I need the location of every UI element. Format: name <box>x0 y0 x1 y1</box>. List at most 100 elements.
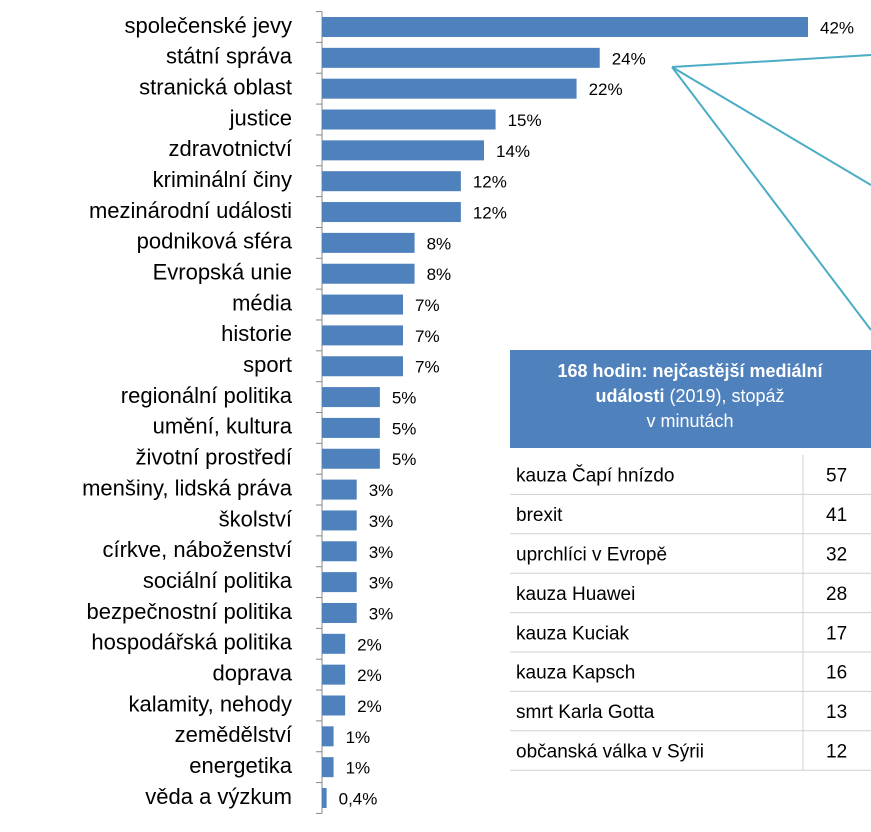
category-label: zdravotnictví <box>169 136 293 161</box>
category-label: justice <box>229 105 292 130</box>
bar <box>322 417 380 438</box>
bar <box>322 325 403 346</box>
value-label: 5% <box>392 389 417 408</box>
table-title-rest: v minutách <box>646 411 733 431</box>
value-label: 5% <box>392 450 417 469</box>
bar <box>322 202 461 223</box>
table-title-bold: události <box>595 386 664 406</box>
value-label: 3% <box>369 604 394 623</box>
value-label: 7% <box>415 327 440 346</box>
value-label: 3% <box>369 543 394 562</box>
table-cell: kauza Kuciak <box>516 623 630 644</box>
category-label: společenské jevy <box>124 13 292 38</box>
category-label: historie <box>221 321 292 346</box>
value-label: 12% <box>473 204 507 223</box>
table-cell: 41 <box>826 505 847 526</box>
value-label: 7% <box>415 358 440 377</box>
category-label: kalamity, nehody <box>129 691 292 716</box>
category-label: menšiny, lidská práva <box>82 475 293 500</box>
table-title-rest: (2019), stopáž <box>664 386 784 406</box>
value-label: 1% <box>346 728 371 747</box>
category-label: školství <box>219 506 292 531</box>
value-label: 3% <box>369 512 394 531</box>
connector-line <box>671 66 871 331</box>
bar <box>322 510 357 531</box>
bar <box>322 664 346 685</box>
bar <box>322 294 403 315</box>
connector-line <box>671 54 871 68</box>
category-label: energetika <box>189 753 293 778</box>
category-label: doprava <box>212 660 292 685</box>
category-label: životní prostředí <box>135 445 292 470</box>
bar <box>322 448 380 469</box>
value-label: 0,4% <box>339 789 378 808</box>
category-label: církve, náboženství <box>102 537 292 562</box>
bar <box>322 726 334 747</box>
value-label: 15% <box>508 111 542 130</box>
table-cell: kauza Huawei <box>516 584 635 605</box>
category-label: stranická oblast <box>139 74 292 99</box>
category-label: zemědělství <box>175 722 292 747</box>
category-label: umění, kultura <box>153 414 293 439</box>
bar <box>322 788 327 808</box>
bar <box>322 171 461 192</box>
value-label: 24% <box>612 49 646 68</box>
value-label: 5% <box>392 419 417 438</box>
bar <box>322 695 346 716</box>
value-label: 2% <box>357 635 382 654</box>
table-cell: 28 <box>826 584 847 605</box>
category-label: hospodářská politika <box>91 630 292 655</box>
connector-line <box>671 66 871 186</box>
value-label: 42% <box>820 18 854 37</box>
table-header <box>510 350 871 448</box>
value-label: 2% <box>357 697 382 716</box>
table-cell: 13 <box>826 702 847 723</box>
value-label: 1% <box>346 759 371 778</box>
table-cell: kauza Kapsch <box>516 663 635 684</box>
table-cell: 16 <box>826 663 847 684</box>
category-label: média <box>232 290 293 315</box>
bar <box>322 17 808 37</box>
value-label: 3% <box>369 574 394 593</box>
table-cell: 32 <box>826 545 847 566</box>
value-label: 2% <box>357 666 382 685</box>
value-label: 12% <box>473 173 507 192</box>
bar <box>322 633 346 654</box>
table-cell: 17 <box>826 623 847 644</box>
connectors <box>671 54 871 331</box>
value-label: 14% <box>496 142 530 161</box>
table-cell: 57 <box>826 466 847 487</box>
bar <box>322 47 600 68</box>
bar <box>322 387 380 408</box>
category-label: kriminální činy <box>153 167 292 192</box>
bar <box>322 356 403 377</box>
category-label: regionální politika <box>121 383 293 408</box>
table-cell: uprchlíci v Evropě <box>516 545 667 566</box>
table-cell: občanská válka v Sýrii <box>516 742 704 763</box>
category-label: sport <box>243 352 292 377</box>
bar <box>322 232 415 253</box>
bar <box>322 757 334 778</box>
category-label: Evropská unie <box>153 260 292 285</box>
bar <box>322 263 415 284</box>
category-label: mezinárodní události <box>89 198 292 223</box>
table-cell: brexit <box>516 505 563 526</box>
table-title-bold: 168 hodin: nejčastější mediální <box>557 361 823 381</box>
bar <box>322 541 357 562</box>
category-label: bezpečnostní politika <box>87 599 293 624</box>
bar <box>322 572 357 593</box>
category-label: věda a výzkum <box>145 784 292 809</box>
value-label: 3% <box>369 481 394 500</box>
table-cell: kauza Čapí hnízdo <box>516 465 674 487</box>
table-title: 168 hodin: nejčastější mediální události … <box>557 361 823 431</box>
category-label: sociální politika <box>143 568 293 593</box>
category-label: státní správa <box>166 44 293 69</box>
bar <box>322 602 357 623</box>
category-label: podniková sféra <box>137 229 293 254</box>
bar <box>322 109 496 130</box>
bar <box>322 140 484 161</box>
bar <box>322 479 357 500</box>
bar <box>322 78 577 99</box>
value-label: 22% <box>589 80 623 99</box>
